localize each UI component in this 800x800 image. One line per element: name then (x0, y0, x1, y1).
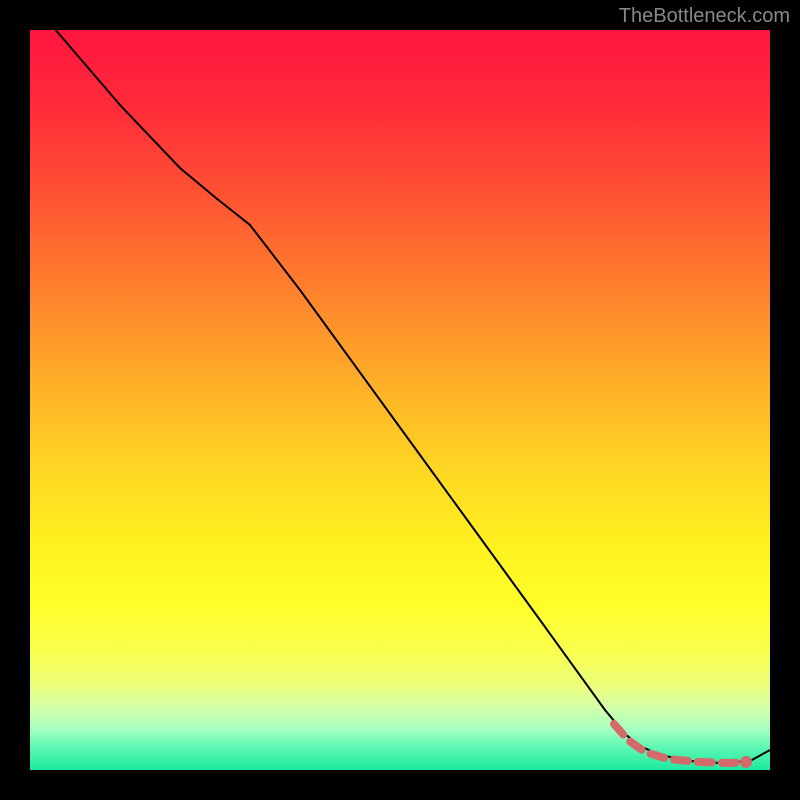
chart-canvas: TheBottleneck.com (0, 0, 800, 800)
plot-area (30, 30, 770, 770)
attribution-text: TheBottleneck.com (619, 5, 790, 28)
gradient-background (30, 30, 770, 770)
